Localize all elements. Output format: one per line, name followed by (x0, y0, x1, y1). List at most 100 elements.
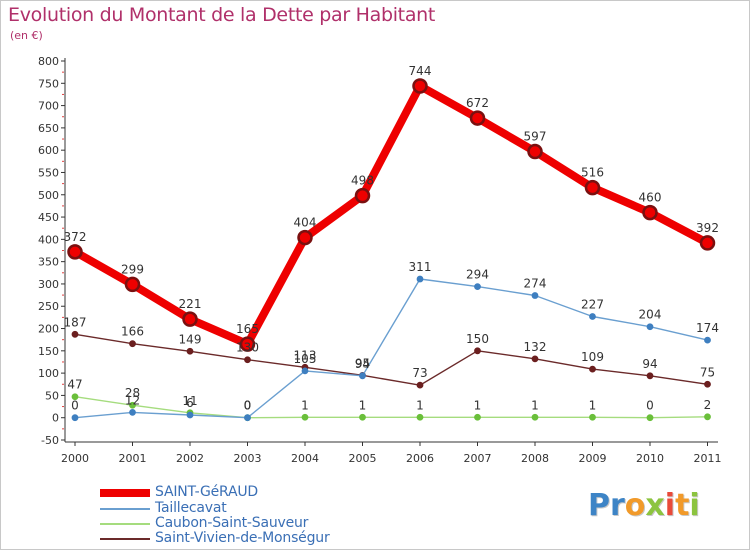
x-tick-label: 2011 (694, 452, 722, 465)
data-point (67, 244, 83, 260)
y-tick-label: 250 (38, 300, 59, 313)
data-label: 109 (581, 350, 604, 364)
data-point (129, 401, 136, 409)
logo-letter: P (588, 488, 610, 523)
legend-label-saint-vivien: Saint-Vivien-de-Monségur (155, 530, 330, 546)
data-point (301, 367, 309, 375)
data-label: 130 (236, 341, 259, 355)
x-tick-label: 2007 (464, 452, 492, 465)
data-point (416, 413, 424, 421)
proxiti-logo: Proxiti (588, 488, 700, 523)
data-label: 166 (121, 325, 144, 339)
data-label: 94 (355, 357, 370, 371)
data-label: 105 (294, 352, 317, 366)
data-label: 113 (294, 348, 317, 362)
x-tick-label: 2005 (349, 452, 377, 465)
series-line (74, 396, 709, 419)
y-tick-label: 550 (38, 166, 59, 179)
data-label: 372 (64, 230, 87, 244)
logo-letter: t (675, 488, 690, 523)
y-tick-label: 500 (38, 189, 59, 202)
data-point (531, 413, 539, 421)
data-point (412, 78, 428, 94)
data-point (474, 283, 481, 291)
y-tick-label: 450 (38, 211, 59, 224)
legend-label-saint-geraud: SAINT-GéRAUD (155, 484, 258, 500)
data-label: 75 (700, 365, 715, 379)
data-label: 0 (646, 399, 654, 413)
data-label: 0 (244, 399, 252, 413)
series-line (74, 333, 709, 386)
data-label: 294 (466, 268, 489, 282)
series-line (74, 278, 709, 419)
data-label: 460 (639, 191, 662, 205)
data-label: 392 (696, 221, 719, 235)
data-label: 6 (186, 396, 194, 410)
y-tick-label: 600 (38, 144, 59, 157)
y-tick-label: 0 (52, 412, 59, 425)
data-label: 1 (474, 398, 482, 412)
data-label: 73 (412, 366, 427, 380)
y-tick-label: 100 (38, 367, 59, 380)
data-label: 1 (589, 398, 597, 412)
data-point (704, 336, 711, 344)
data-point (474, 347, 481, 355)
x-tick-label: 2008 (521, 452, 549, 465)
data-point (71, 414, 79, 422)
data-label: 28 (125, 386, 140, 400)
data-point (359, 413, 366, 421)
x-tick-label: 2000 (61, 452, 89, 465)
x-tick-label: 2009 (579, 452, 607, 465)
data-label: 221 (179, 297, 202, 311)
data-point (186, 411, 194, 419)
data-label: 174 (696, 321, 719, 335)
x-tick-label: 2001 (119, 452, 147, 465)
data-point (589, 413, 596, 421)
data-point (244, 414, 251, 422)
data-label: 0 (71, 399, 79, 413)
data-point (584, 179, 601, 196)
data-label: 498 (351, 174, 374, 188)
data-label: 1 (301, 398, 309, 412)
data-point (589, 313, 596, 320)
data-label: 516 (581, 166, 604, 180)
data-point (239, 336, 256, 352)
x-tick-label: 2006 (406, 452, 434, 465)
data-point (129, 408, 136, 416)
y-tick-label: 200 (38, 323, 59, 336)
data-point (354, 187, 371, 204)
data-point (124, 276, 141, 293)
y-tick-label: -50 (41, 434, 59, 447)
data-label: 672 (466, 96, 489, 110)
data-label: 597 (524, 130, 547, 144)
logo-letter: i (689, 488, 700, 523)
data-label: 1 (531, 398, 539, 412)
y-tick-label: 400 (38, 233, 59, 246)
data-point (416, 275, 424, 283)
data-label: 11 (182, 394, 197, 408)
logo-letter: r (610, 488, 625, 523)
legend-swatch-taillecavat (100, 508, 150, 510)
data-point (531, 355, 539, 363)
data-point (301, 413, 309, 421)
data-label: 149 (179, 332, 202, 346)
data-label: 187 (64, 315, 87, 329)
legend-swatch-saint-vivien (100, 538, 150, 540)
x-tick-label: 2010 (636, 452, 664, 465)
x-tick-label: 2002 (176, 452, 204, 465)
data-point (646, 414, 654, 422)
data-point (71, 330, 79, 338)
data-point (359, 372, 366, 380)
data-point (704, 413, 711, 421)
data-label: 299 (121, 262, 144, 276)
y-tick-label: 750 (38, 77, 59, 90)
data-label: 227 (581, 297, 604, 311)
data-label: 744 (409, 64, 432, 78)
series-line (71, 82, 712, 349)
x-tick-label: 2004 (291, 452, 319, 465)
data-point (182, 311, 198, 327)
legend-swatch-caubon (100, 523, 150, 525)
data-label: 165 (236, 322, 259, 336)
